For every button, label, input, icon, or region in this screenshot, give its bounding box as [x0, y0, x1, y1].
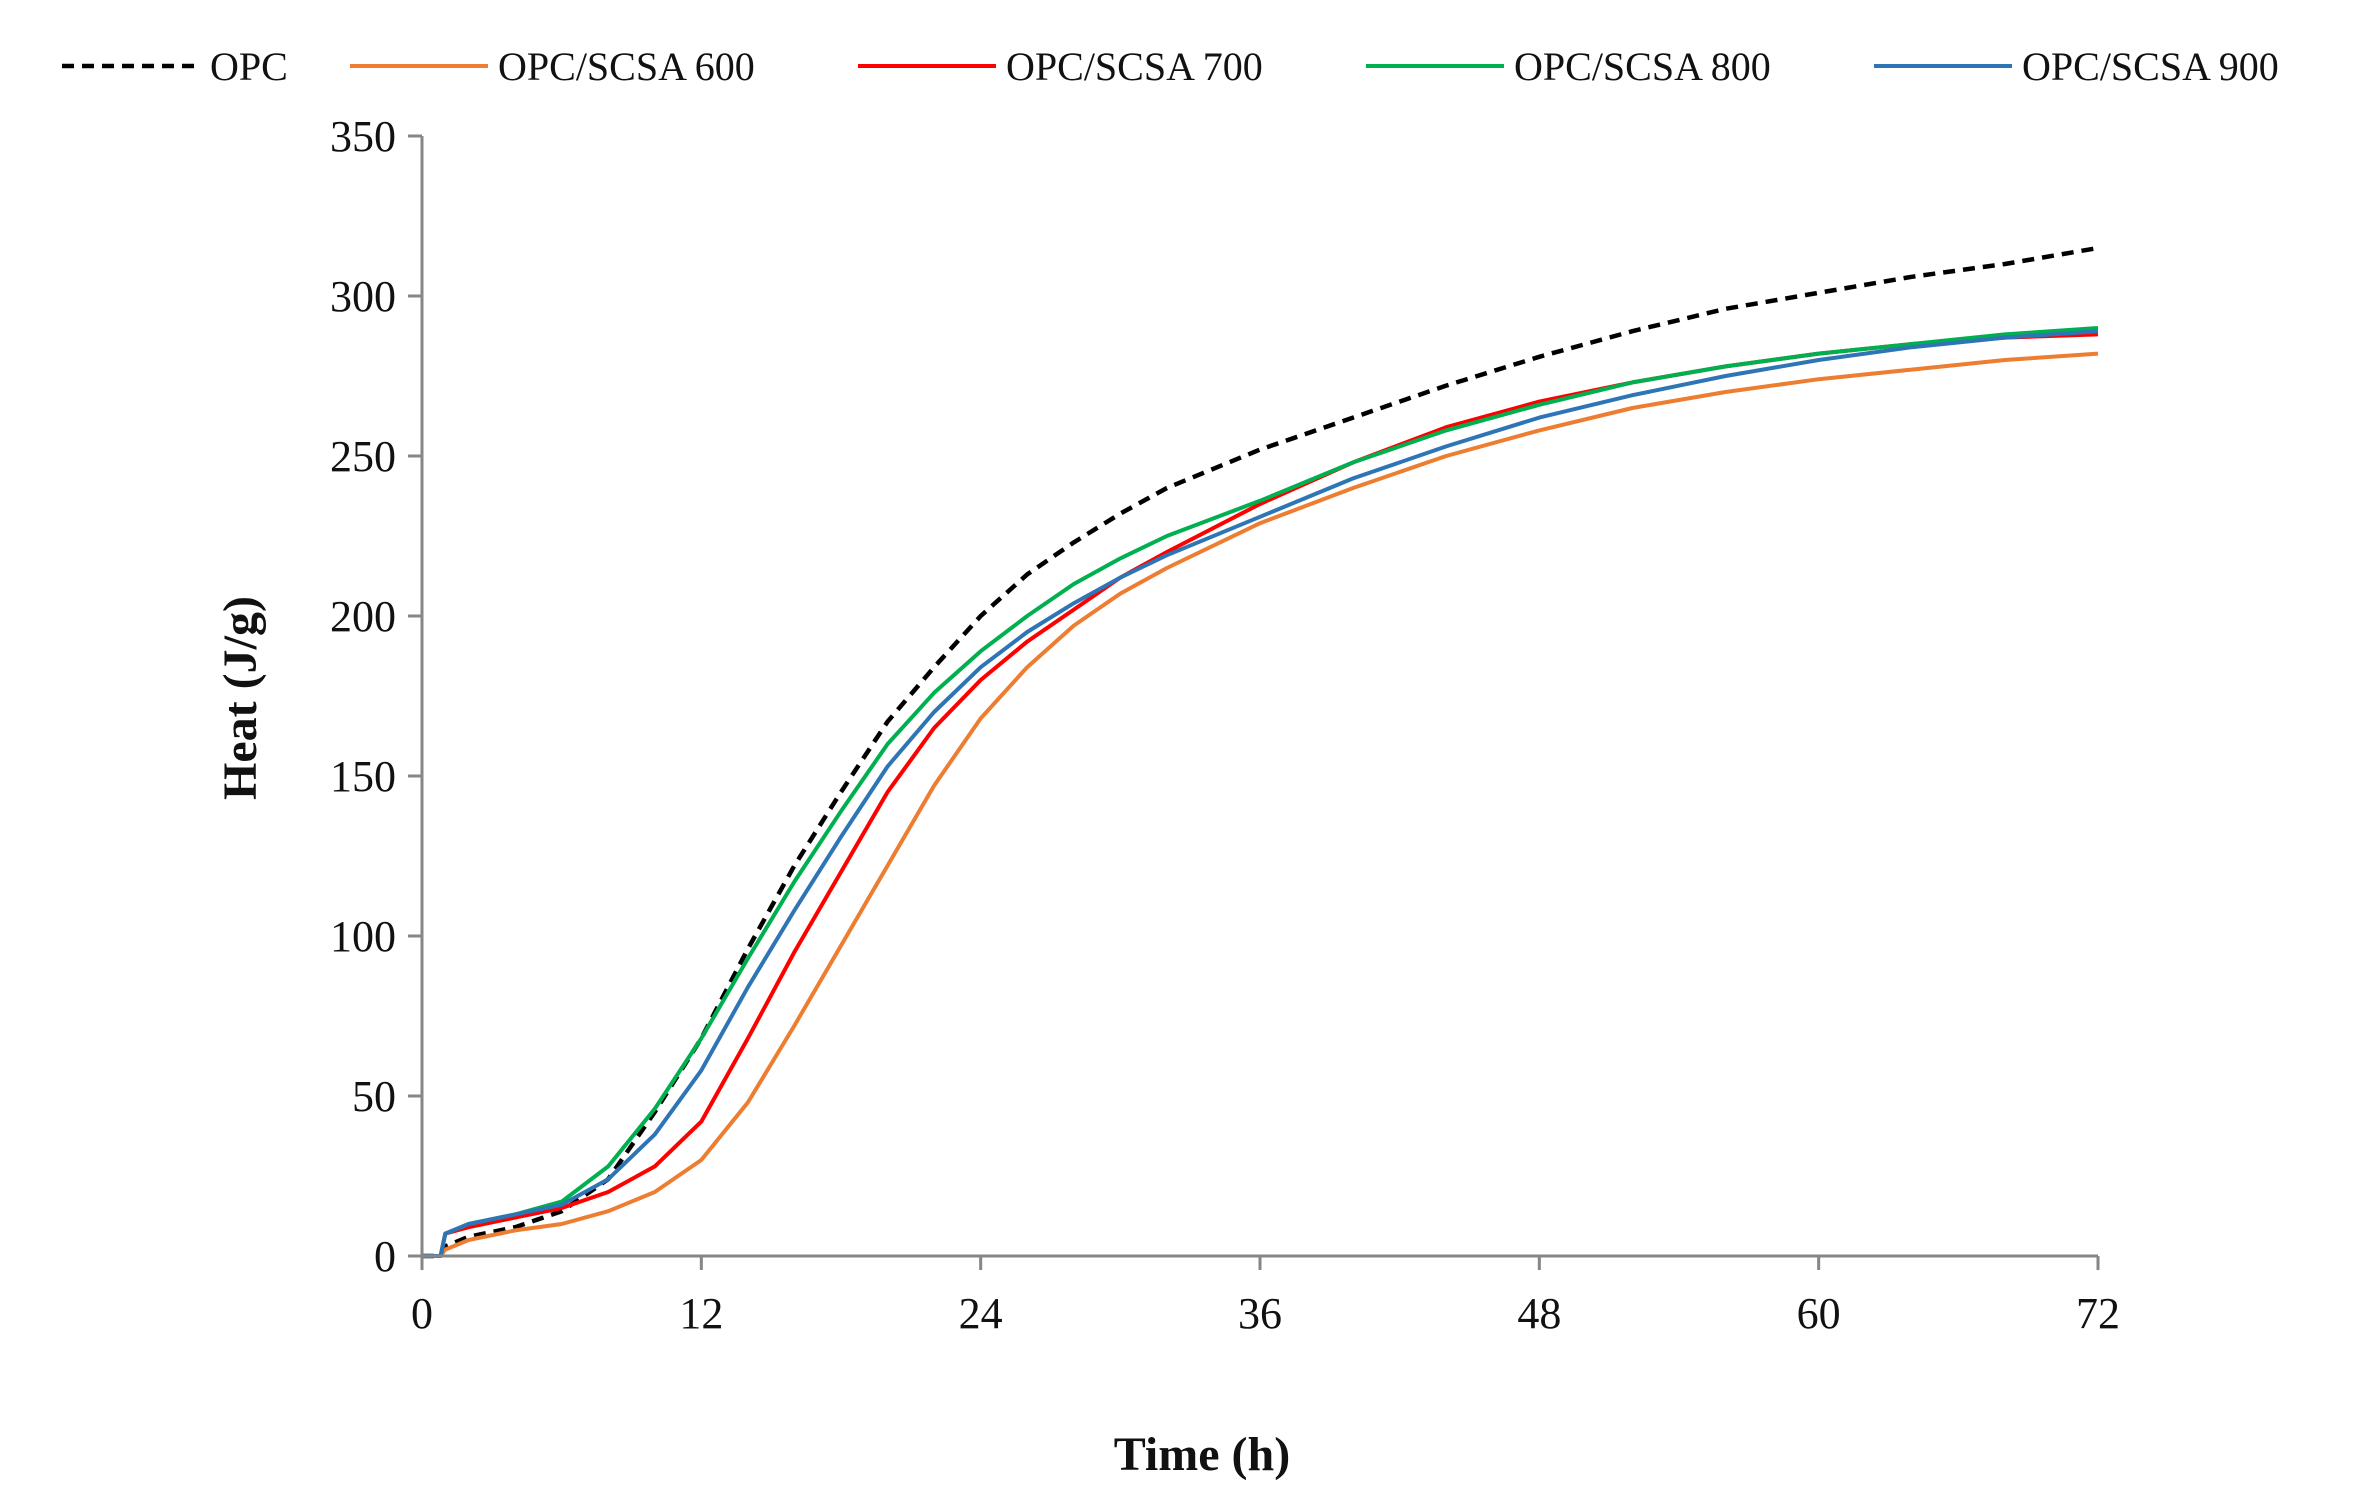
x-tick-label: 12 [679, 1289, 723, 1338]
legend-label-4: OPC/SCSA 800 [1514, 44, 1771, 89]
x-tick-label: 36 [1238, 1289, 1282, 1338]
y-tick-label: 350 [330, 112, 396, 161]
x-axis-title: Time (h) [1114, 1428, 1290, 1481]
legend-label-5: OPC/SCSA 900 [2022, 44, 2279, 89]
x-tick-label: 72 [2076, 1289, 2120, 1338]
axes: 0 50 100 150 200 250 300 350 0 12 24 36 48 60 72 [330, 112, 2120, 1338]
legend-label-2: OPC/SCSA 600 [498, 44, 755, 89]
legend: OPC OPC/SCSA 600 OPC/SCSA 700 OPC/SCSA 800 O… [62, 44, 2279, 89]
y-tick-label: 200 [330, 592, 396, 641]
plot-area [422, 245, 2099, 1259]
y-tick-label: 100 [330, 912, 396, 961]
series-line-4 [422, 326, 2099, 1258]
x-tick-label: 60 [1797, 1289, 1841, 1338]
series-line-3 [422, 332, 2099, 1258]
y-tick-label: 50 [352, 1072, 396, 1121]
y-tick-label: 300 [330, 272, 396, 321]
legend-label-1: OPC [210, 44, 288, 89]
y-tick-label: 0 [374, 1232, 396, 1281]
y-axis-title: Heat (J/g) [214, 596, 267, 800]
y-tick-label: 250 [330, 432, 396, 481]
series-line-2 [422, 351, 2099, 1258]
series-line-1 [422, 245, 2099, 1259]
series-line-5 [422, 329, 2099, 1258]
x-tick-label: 0 [411, 1289, 433, 1338]
x-tick-label: 24 [959, 1289, 1003, 1338]
legend-label-3: OPC/SCSA 700 [1006, 44, 1263, 89]
y-tick-label: 150 [330, 752, 396, 801]
x-tick-label: 48 [1517, 1289, 1561, 1338]
